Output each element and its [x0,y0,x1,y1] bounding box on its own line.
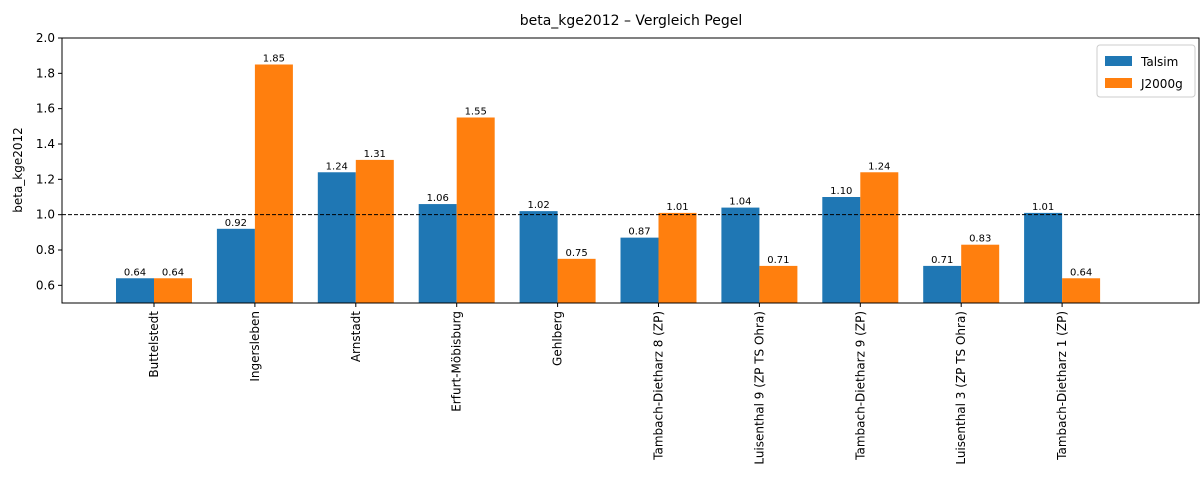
y-tick-label: 1.6 [36,102,55,116]
y-tick-label: 0.8 [36,243,55,257]
data-label: 1.85 [263,54,285,65]
data-label: 1.24 [326,161,348,172]
data-label: 1.10 [830,186,852,197]
bar [658,212,697,303]
x-tick-label: Luisenthal 9 (ZP TS Ohra) [752,311,766,465]
bar [216,228,255,303]
data-label: 0.83 [969,234,991,245]
data-label: 1.06 [427,193,449,204]
bar [759,265,798,303]
bar [961,244,1000,303]
y-tick-label: 1.4 [36,137,55,151]
data-label: 0.75 [565,248,587,259]
bar [254,64,293,303]
y-tick-label: 0.6 [36,278,55,292]
y-tick-label: 2.0 [36,31,55,45]
x-tick-label: Luisenthal 3 (ZP TS Ohra) [954,311,968,465]
bar [355,159,394,303]
legend-swatch [1105,78,1132,88]
data-label: 1.24 [868,161,890,172]
bar [721,207,760,303]
data-label: 0.64 [162,267,184,278]
y-tick-label: 1.2 [36,172,55,186]
bar [1062,278,1101,303]
data-label: 1.01 [1032,202,1054,213]
data-label: 1.31 [364,149,386,160]
bar [456,117,495,303]
data-label: 0.64 [124,267,146,278]
bar [923,265,962,303]
bar [1024,212,1063,303]
bar [317,172,356,303]
x-tick-label: Tambach-Dietharz 8 (ZP) [652,311,666,461]
data-label: 0.71 [931,255,953,266]
bar [620,237,659,303]
bar [154,278,192,303]
x-tick-label: Tambach-Dietharz 9 (ZP) [853,311,867,461]
legend-label: J2000g [1140,77,1183,91]
bar [519,211,558,303]
y-axis-label: beta_kge2012 [11,127,25,213]
data-label: 1.04 [729,197,751,208]
x-tick-label: Ingersleben [248,311,262,382]
bar [116,278,154,303]
chart-title: beta_kge2012 – Vergleich Pegel [520,13,743,29]
data-label: 1.55 [465,107,487,118]
bar [418,204,457,303]
data-label: 0.92 [225,218,247,229]
data-label: 1.01 [666,202,688,213]
data-label: 1.02 [527,200,549,211]
bar [822,197,861,303]
x-tick-label: Gehlberg [551,311,565,366]
x-tick-label: Buttelstedt [147,311,161,378]
data-label: 0.64 [1070,267,1092,278]
x-tick-label: Erfurt-Möbisburg [450,311,464,412]
plot-frame [61,37,1200,304]
x-tick-label: Tambach-Dietharz 1 (ZP) [1055,311,1069,461]
bar [557,258,596,303]
legend-swatch [1105,56,1132,66]
bar [860,172,899,303]
legend-label: Talsim [1140,55,1178,69]
y-tick-label: 1.8 [36,66,55,80]
x-tick-label: Arnstadt [349,311,363,362]
data-label: 0.87 [628,227,650,238]
data-label: 0.71 [767,255,789,266]
y-tick-label: 1.0 [36,208,55,222]
